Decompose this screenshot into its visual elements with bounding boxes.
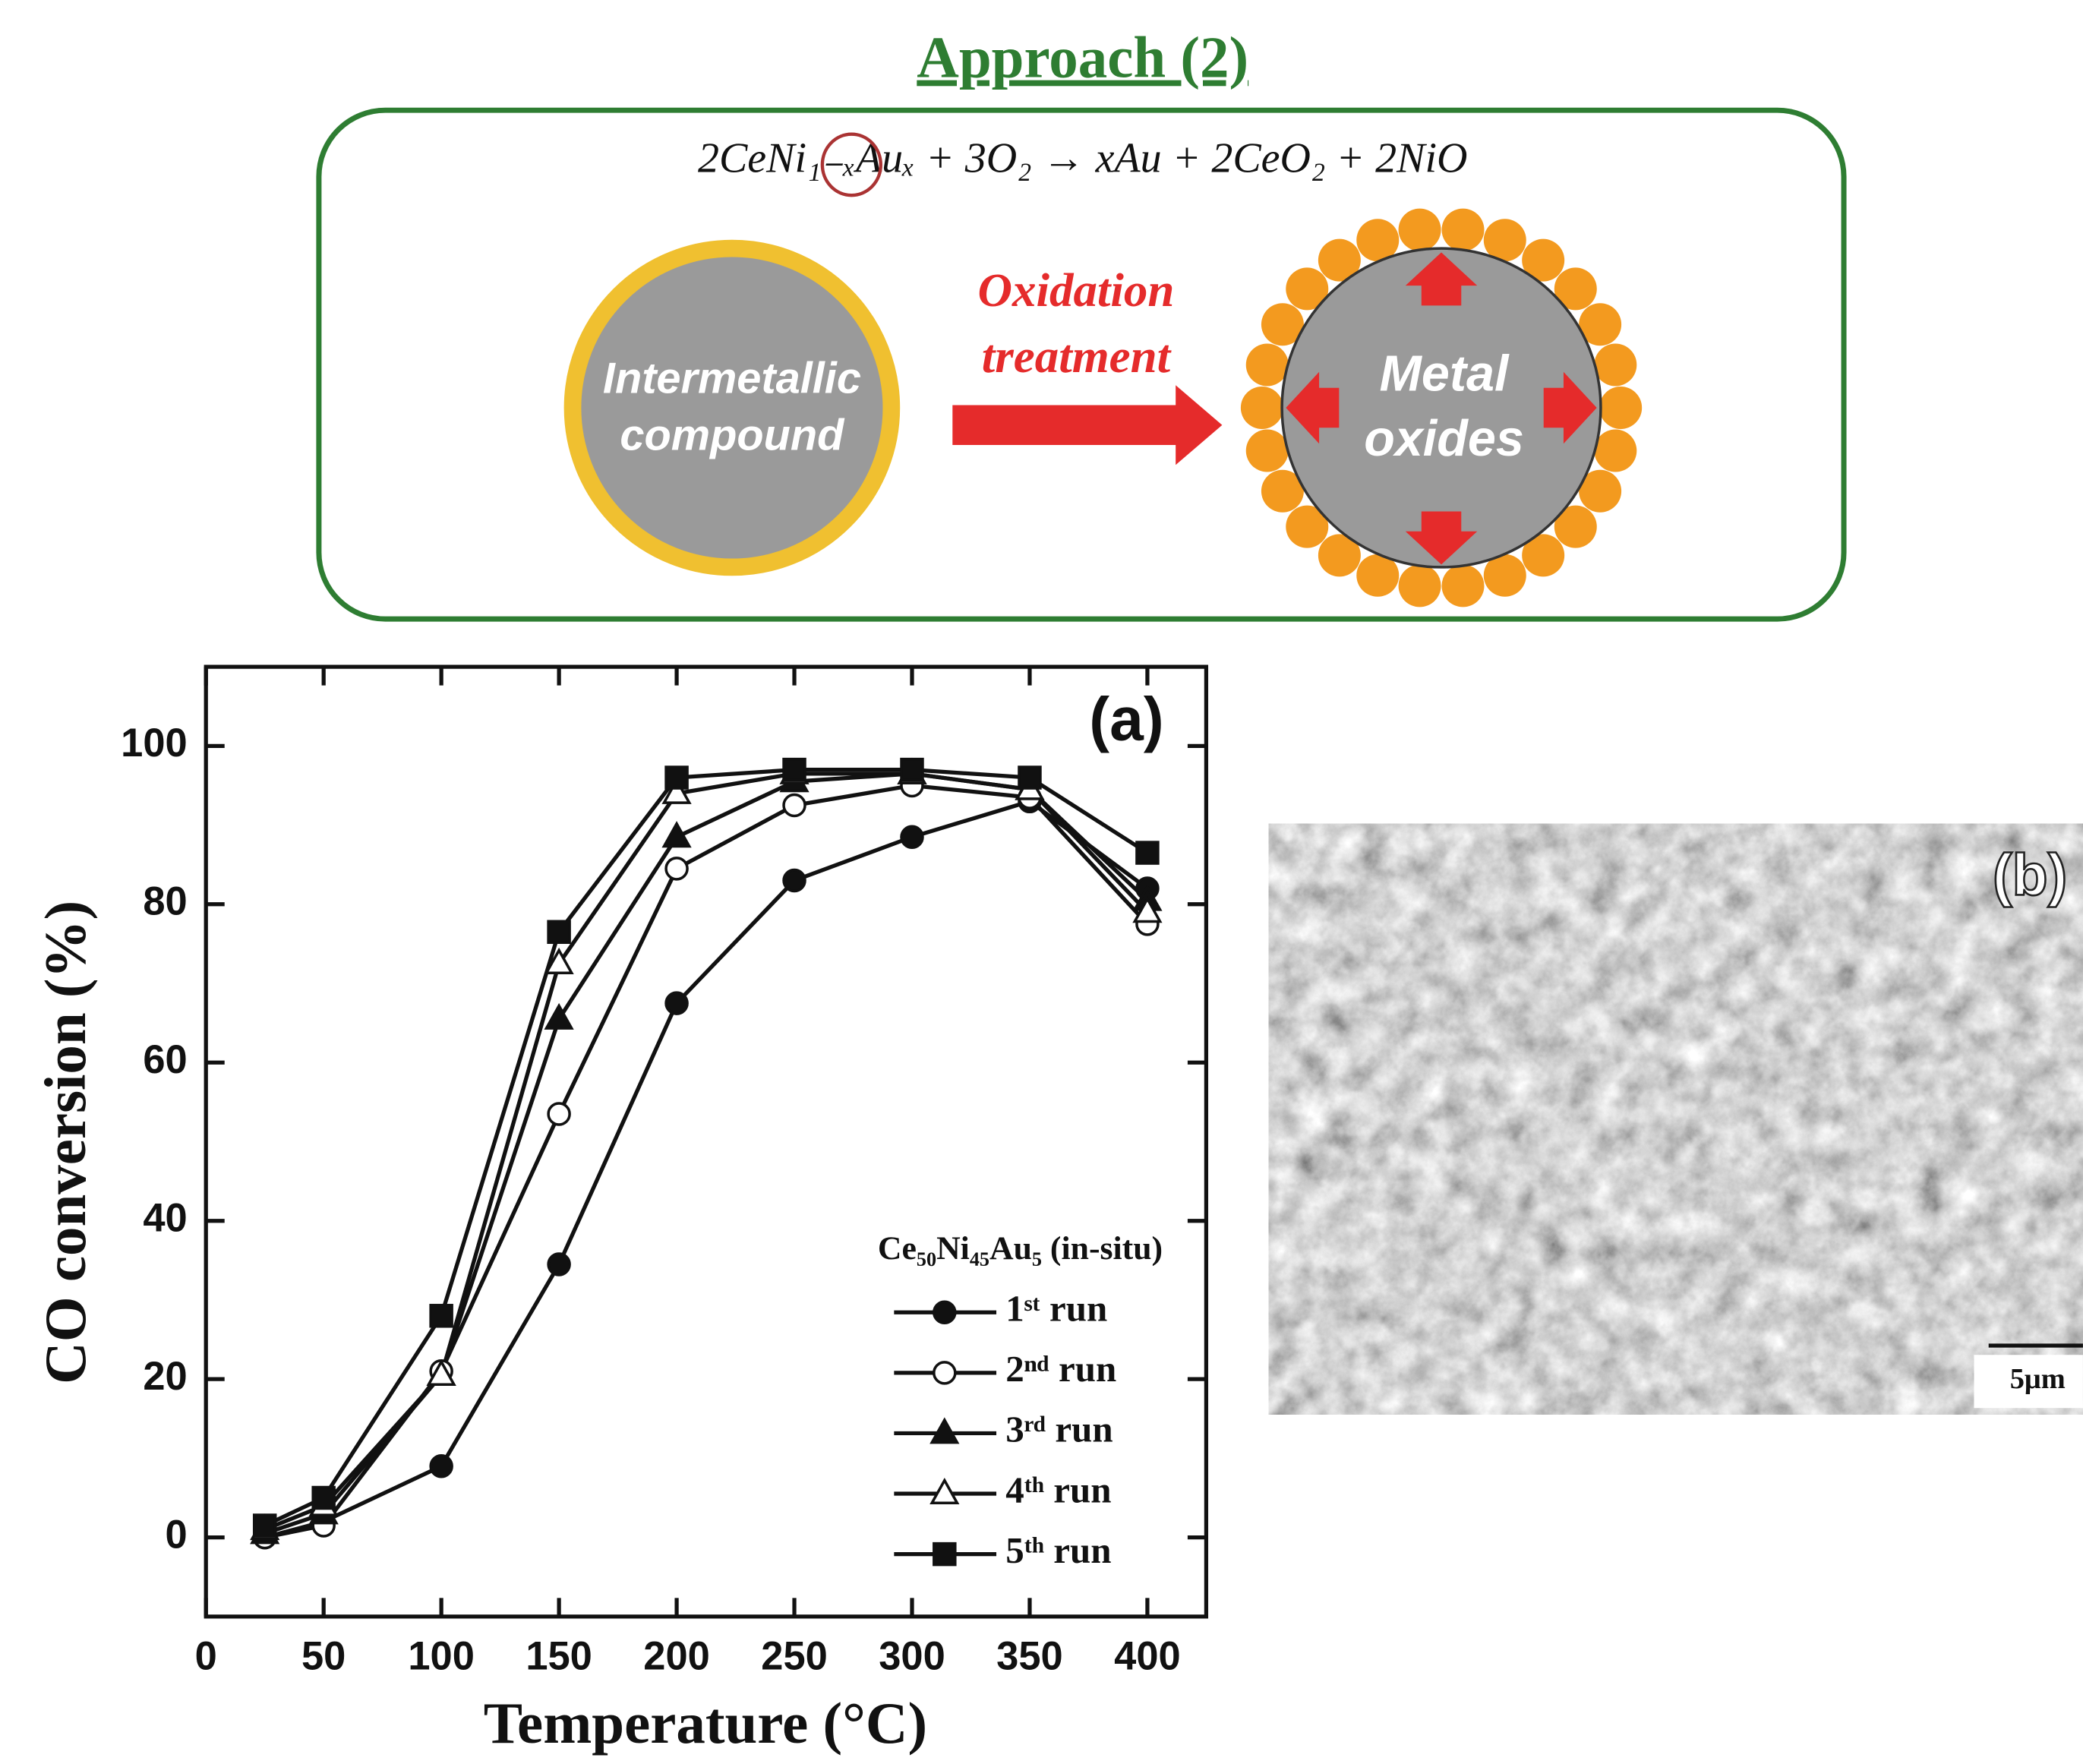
marker (784, 759, 805, 781)
x-tick-label: 150 (525, 1635, 592, 1679)
scale-bar-label: 5μm (2010, 1363, 2066, 1395)
marker (784, 870, 805, 891)
particle-label: compound (620, 412, 845, 460)
x-tick-label: 250 (761, 1635, 828, 1679)
marker (901, 826, 923, 847)
x-tick-label: 350 (996, 1635, 1063, 1679)
legend-label: 1ˢᵗ run (1005, 1287, 1107, 1329)
oxide-dot (1442, 564, 1485, 607)
oxide-dot (1442, 209, 1485, 251)
marker (431, 1305, 452, 1327)
x-tick-label: 50 (301, 1635, 346, 1679)
x-tick-label: 400 (1114, 1635, 1181, 1679)
equation: 2CeNi₁₋ₓAuₓ + 3O₂ → xAu + 2CeO₂ + 2NiO (698, 134, 1467, 181)
legend-label: 4ᵗʰ run (1005, 1469, 1111, 1510)
oxide-dot (1594, 344, 1636, 387)
legend-marker (934, 1362, 955, 1384)
x-tick-label: 300 (879, 1635, 945, 1679)
marker (1019, 767, 1040, 788)
arrow-label: Oxidation (978, 263, 1175, 317)
sem-image (1269, 824, 2083, 1415)
oxide-dot (1246, 430, 1289, 472)
arrow-label: treatment (982, 330, 1172, 383)
y-tick-label: 60 (143, 1038, 187, 1082)
intermetallic-particle (573, 248, 892, 567)
body: {"diagram": { "title": "Approach (2)", "… (0, 0, 2083, 1764)
y-tick-label: 40 (143, 1197, 187, 1241)
marker (666, 858, 687, 879)
oxide-dot (1399, 564, 1441, 607)
oxide-dot (1246, 344, 1289, 387)
marker (546, 1005, 571, 1028)
marker (431, 1456, 452, 1477)
chart: (a) Temperature (°C) CO conversion (%) C… (33, 667, 1206, 1756)
y-tick-label: 0 (166, 1513, 188, 1557)
page: html, body { margin: 0; padding: 0; back… (0, 0, 2083, 1764)
legend-label: 3ʳᵈ run (1005, 1409, 1113, 1450)
legend-title: Ce₅₀Ni₄₅Au₅ (in-situ) (878, 1230, 1163, 1267)
process-arrow (952, 385, 1222, 465)
y-tick-label: 80 (143, 880, 187, 924)
x-tick-label: 200 (643, 1635, 710, 1679)
marker (548, 1103, 570, 1125)
marker (901, 759, 923, 781)
sem-panel: (b) 5μm (1269, 824, 2083, 1415)
figure: Approach (2) 2CeNi₁₋ₓAuₓ + 3O₂ → xAu + 2… (0, 0, 2083, 1764)
legend-marker (934, 1302, 955, 1323)
diagram: Approach (2) 2CeNi₁₋ₓAuₓ + 3O₂ → xAu + 2… (319, 25, 1844, 620)
marker (254, 1515, 276, 1536)
particle-label: Intermetallic (603, 354, 861, 402)
marker (313, 1488, 334, 1509)
oxide-dot (1241, 387, 1283, 429)
marker (548, 921, 570, 942)
marker (548, 1254, 570, 1275)
marker (784, 795, 805, 816)
y-tick-label: 100 (121, 721, 188, 765)
y-axis-title: CO conversion (%) (33, 901, 98, 1384)
marker (666, 767, 687, 788)
y-tick-label: 20 (143, 1355, 187, 1399)
marker (666, 992, 687, 1014)
oxide-dot (1594, 430, 1636, 472)
legend-marker (934, 1544, 955, 1565)
x-tick-label: 100 (408, 1635, 475, 1679)
x-axis-title: Temperature (°C) (484, 1690, 927, 1756)
panel-label: (a) (1089, 686, 1163, 754)
diagram-title: Approach (2) (917, 25, 1248, 90)
marker (1137, 842, 1158, 863)
oxide-dot (1599, 387, 1642, 429)
oxide-dot (1399, 209, 1441, 251)
panel-label: (b) (1993, 842, 2067, 907)
x-tick-label: 0 (195, 1635, 217, 1679)
oxide-label: oxides (1364, 411, 1524, 467)
oxide-label: Metal (1380, 346, 1510, 402)
legend-label: 2ⁿᵈ run (1005, 1348, 1116, 1390)
legend-label: 5ᵗʰ run (1005, 1529, 1111, 1571)
